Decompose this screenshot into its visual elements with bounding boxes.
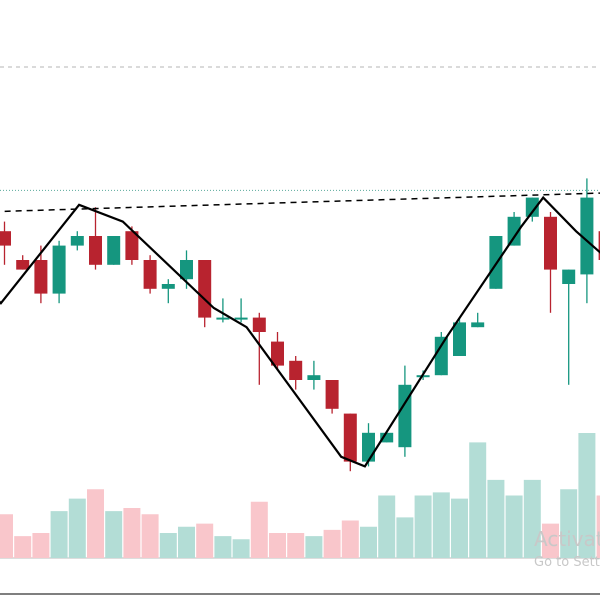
- volume-bar: [159, 533, 177, 558]
- candle-body: [307, 375, 321, 380]
- candle-body: [325, 380, 339, 409]
- volume-bar: [141, 514, 159, 558]
- volume-bar: [50, 511, 68, 558]
- candle-body: [562, 269, 576, 284]
- volume-bars: [0, 433, 600, 558]
- candle-body: [143, 260, 157, 289]
- volume-bar: [323, 529, 341, 558]
- volume-bar: [87, 489, 104, 558]
- candle-body: [471, 322, 485, 328]
- volume-bar: [432, 492, 450, 558]
- candle-body: [34, 260, 48, 294]
- volume-bar: [287, 533, 305, 558]
- volume-bar: [68, 498, 86, 558]
- candle-body: [434, 336, 448, 376]
- candle-body: [0, 231, 11, 246]
- volume-bar: [542, 523, 559, 558]
- volume-bar: [232, 539, 250, 558]
- activation-watermark-subtitle: Go to Sett: [534, 555, 600, 570]
- candle-body: [544, 216, 557, 270]
- activation-watermark-title: Activate: [534, 527, 600, 551]
- volume-bar: [360, 526, 377, 558]
- candle-body: [198, 260, 212, 318]
- candle-body: [453, 322, 466, 356]
- volume-bar: [578, 433, 596, 558]
- volume-bar: [105, 511, 123, 558]
- volume-bar: [196, 523, 214, 558]
- candle-body: [507, 216, 521, 246]
- volume-bar: [32, 533, 50, 558]
- volume-bar: [505, 495, 523, 558]
- candle-body: [252, 317, 266, 332]
- candle-body: [343, 413, 357, 462]
- volume-bar: [269, 533, 286, 558]
- volume-bar: [596, 495, 600, 558]
- volume-bar: [378, 495, 396, 558]
- zigzag-line: [0, 195, 600, 468]
- volume-bar: [123, 508, 141, 558]
- candle-body: [362, 432, 375, 462]
- candles: [0, 178, 600, 472]
- volume-bar: [560, 489, 578, 558]
- candle-body: [580, 197, 594, 275]
- candle-body: [89, 236, 102, 265]
- candle-body: [180, 260, 193, 280]
- volume-bar: [487, 479, 505, 558]
- candle-body: [216, 317, 230, 320]
- candle-body: [289, 360, 303, 380]
- volume-bar: [305, 536, 323, 558]
- volume-bar: [451, 498, 468, 558]
- volume-bar: [414, 495, 432, 558]
- candle-body: [52, 245, 66, 294]
- candle-body: [234, 317, 248, 320]
- candle-body: [525, 197, 539, 217]
- volume-bar: [214, 536, 232, 558]
- candle-body: [271, 341, 284, 366]
- candle-body: [398, 384, 412, 448]
- volume-bar: [469, 442, 487, 558]
- candle-body: [125, 231, 139, 260]
- volume-bar: [14, 536, 32, 558]
- candle-body: [16, 260, 30, 270]
- candle-body: [70, 236, 84, 246]
- candle-body: [107, 236, 121, 265]
- volume-bar: [178, 526, 195, 558]
- volume-bar: [523, 479, 541, 558]
- candle-body: [598, 231, 600, 260]
- volume-bar: [0, 514, 13, 558]
- candle-body: [380, 432, 394, 443]
- candle-body: [161, 284, 175, 289]
- volume-bar: [396, 517, 414, 558]
- volume-bar: [250, 501, 268, 558]
- volume-bar: [341, 520, 359, 558]
